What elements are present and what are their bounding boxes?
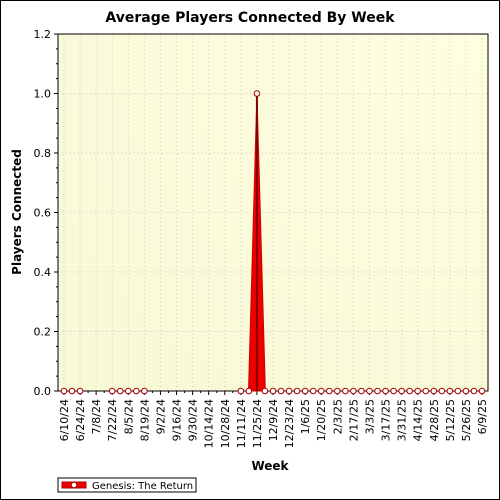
data-point	[478, 387, 486, 395]
x-tick-label: 8/5/24	[122, 399, 135, 434]
data-point	[269, 387, 277, 395]
x-tick-label: 9/2/24	[154, 399, 167, 434]
data-point	[293, 387, 301, 395]
data-point	[325, 387, 333, 395]
x-tick-label: 2/3/25	[331, 399, 344, 434]
plot-background	[58, 34, 488, 391]
data-point	[245, 387, 253, 395]
data-point	[116, 387, 124, 395]
data-point	[454, 387, 462, 395]
chart-title: Average Players Connected By Week	[105, 10, 395, 26]
x-tick-label: 12/9/24	[267, 399, 280, 441]
data-point	[438, 387, 446, 395]
x-tick-label: 7/8/24	[90, 399, 103, 434]
data-point	[108, 387, 116, 395]
data-point	[76, 387, 84, 395]
data-point	[60, 387, 68, 395]
x-tick-label: 3/17/25	[380, 399, 393, 441]
x-tick-label: 12/23/24	[283, 399, 296, 448]
x-tick-label: 7/22/24	[106, 399, 119, 441]
y-tick-label: 0.6	[34, 207, 52, 220]
x-tick-label: 6/24/24	[74, 399, 87, 441]
data-point	[366, 387, 373, 395]
data-point	[261, 387, 269, 395]
data-point	[317, 387, 325, 395]
x-tick-label: 10/14/24	[203, 399, 216, 448]
y-tick-label: 0.4	[34, 266, 52, 279]
data-point	[350, 387, 357, 395]
data-point	[358, 387, 365, 395]
x-tick-label: 6/9/25	[476, 399, 489, 434]
y-tick-label: 0.8	[34, 147, 52, 160]
x-tick-label: 1/6/25	[299, 399, 312, 434]
data-point	[301, 387, 309, 395]
data-point	[141, 387, 148, 395]
data-point	[68, 387, 76, 395]
x-tick-label: 5/12/25	[444, 399, 457, 441]
data-point	[462, 387, 470, 395]
data-point	[406, 387, 413, 395]
data-point	[374, 387, 381, 395]
legend-marker	[70, 481, 78, 489]
data-point	[253, 90, 261, 97]
x-tick-label: 11/11/24	[235, 399, 248, 448]
data-point	[125, 387, 132, 395]
data-point	[390, 387, 397, 395]
x-tick-label: 6/10/24	[58, 399, 71, 441]
data-point	[446, 387, 454, 395]
data-point	[470, 387, 478, 395]
y-tick-label: 0.0	[34, 385, 52, 398]
data-point	[133, 387, 140, 395]
x-tick-label: 1/20/25	[315, 399, 328, 441]
y-tick-label: 1.2	[34, 28, 52, 41]
y-tick-label: 0.2	[34, 326, 52, 339]
x-tick-label: 11/25/24	[251, 399, 264, 448]
legend-label: Genesis: The Return	[92, 481, 193, 492]
x-tick-label: 5/26/25	[460, 399, 473, 441]
data-point	[285, 387, 293, 395]
x-axis-label: Week	[251, 459, 289, 473]
x-tick-label: 4/14/25	[412, 399, 425, 441]
x-tick-label: 2/17/25	[347, 399, 360, 441]
data-point	[237, 387, 245, 395]
data-point	[414, 387, 421, 395]
data-point	[422, 387, 430, 395]
x-tick-label: 3/3/25	[363, 399, 376, 434]
data-point	[277, 387, 285, 395]
x-tick-label: 10/28/24	[219, 399, 232, 448]
data-point	[342, 387, 349, 395]
data-point	[398, 387, 405, 395]
data-point	[334, 387, 341, 395]
x-tick-label: 9/30/24	[187, 399, 200, 441]
legend-box	[57, 477, 197, 493]
y-axis-label: Players Connected	[10, 149, 24, 275]
x-tick-label: 4/28/25	[428, 399, 441, 441]
x-tick-label: 8/19/24	[138, 399, 151, 441]
x-tick-label: 3/31/25	[396, 399, 409, 441]
legend: Genesis: The Return	[57, 477, 197, 493]
data-point	[382, 387, 389, 395]
x-tick-label: 9/16/24	[171, 399, 184, 441]
y-tick-label: 1.0	[34, 88, 52, 101]
data-point	[309, 387, 317, 395]
data-point	[430, 387, 438, 395]
plot-area: 0.0 0.2 0.4 0.6 0.8 1.0 1.2 6/10/24 6/24/24 7/8/2…	[34, 28, 490, 448]
